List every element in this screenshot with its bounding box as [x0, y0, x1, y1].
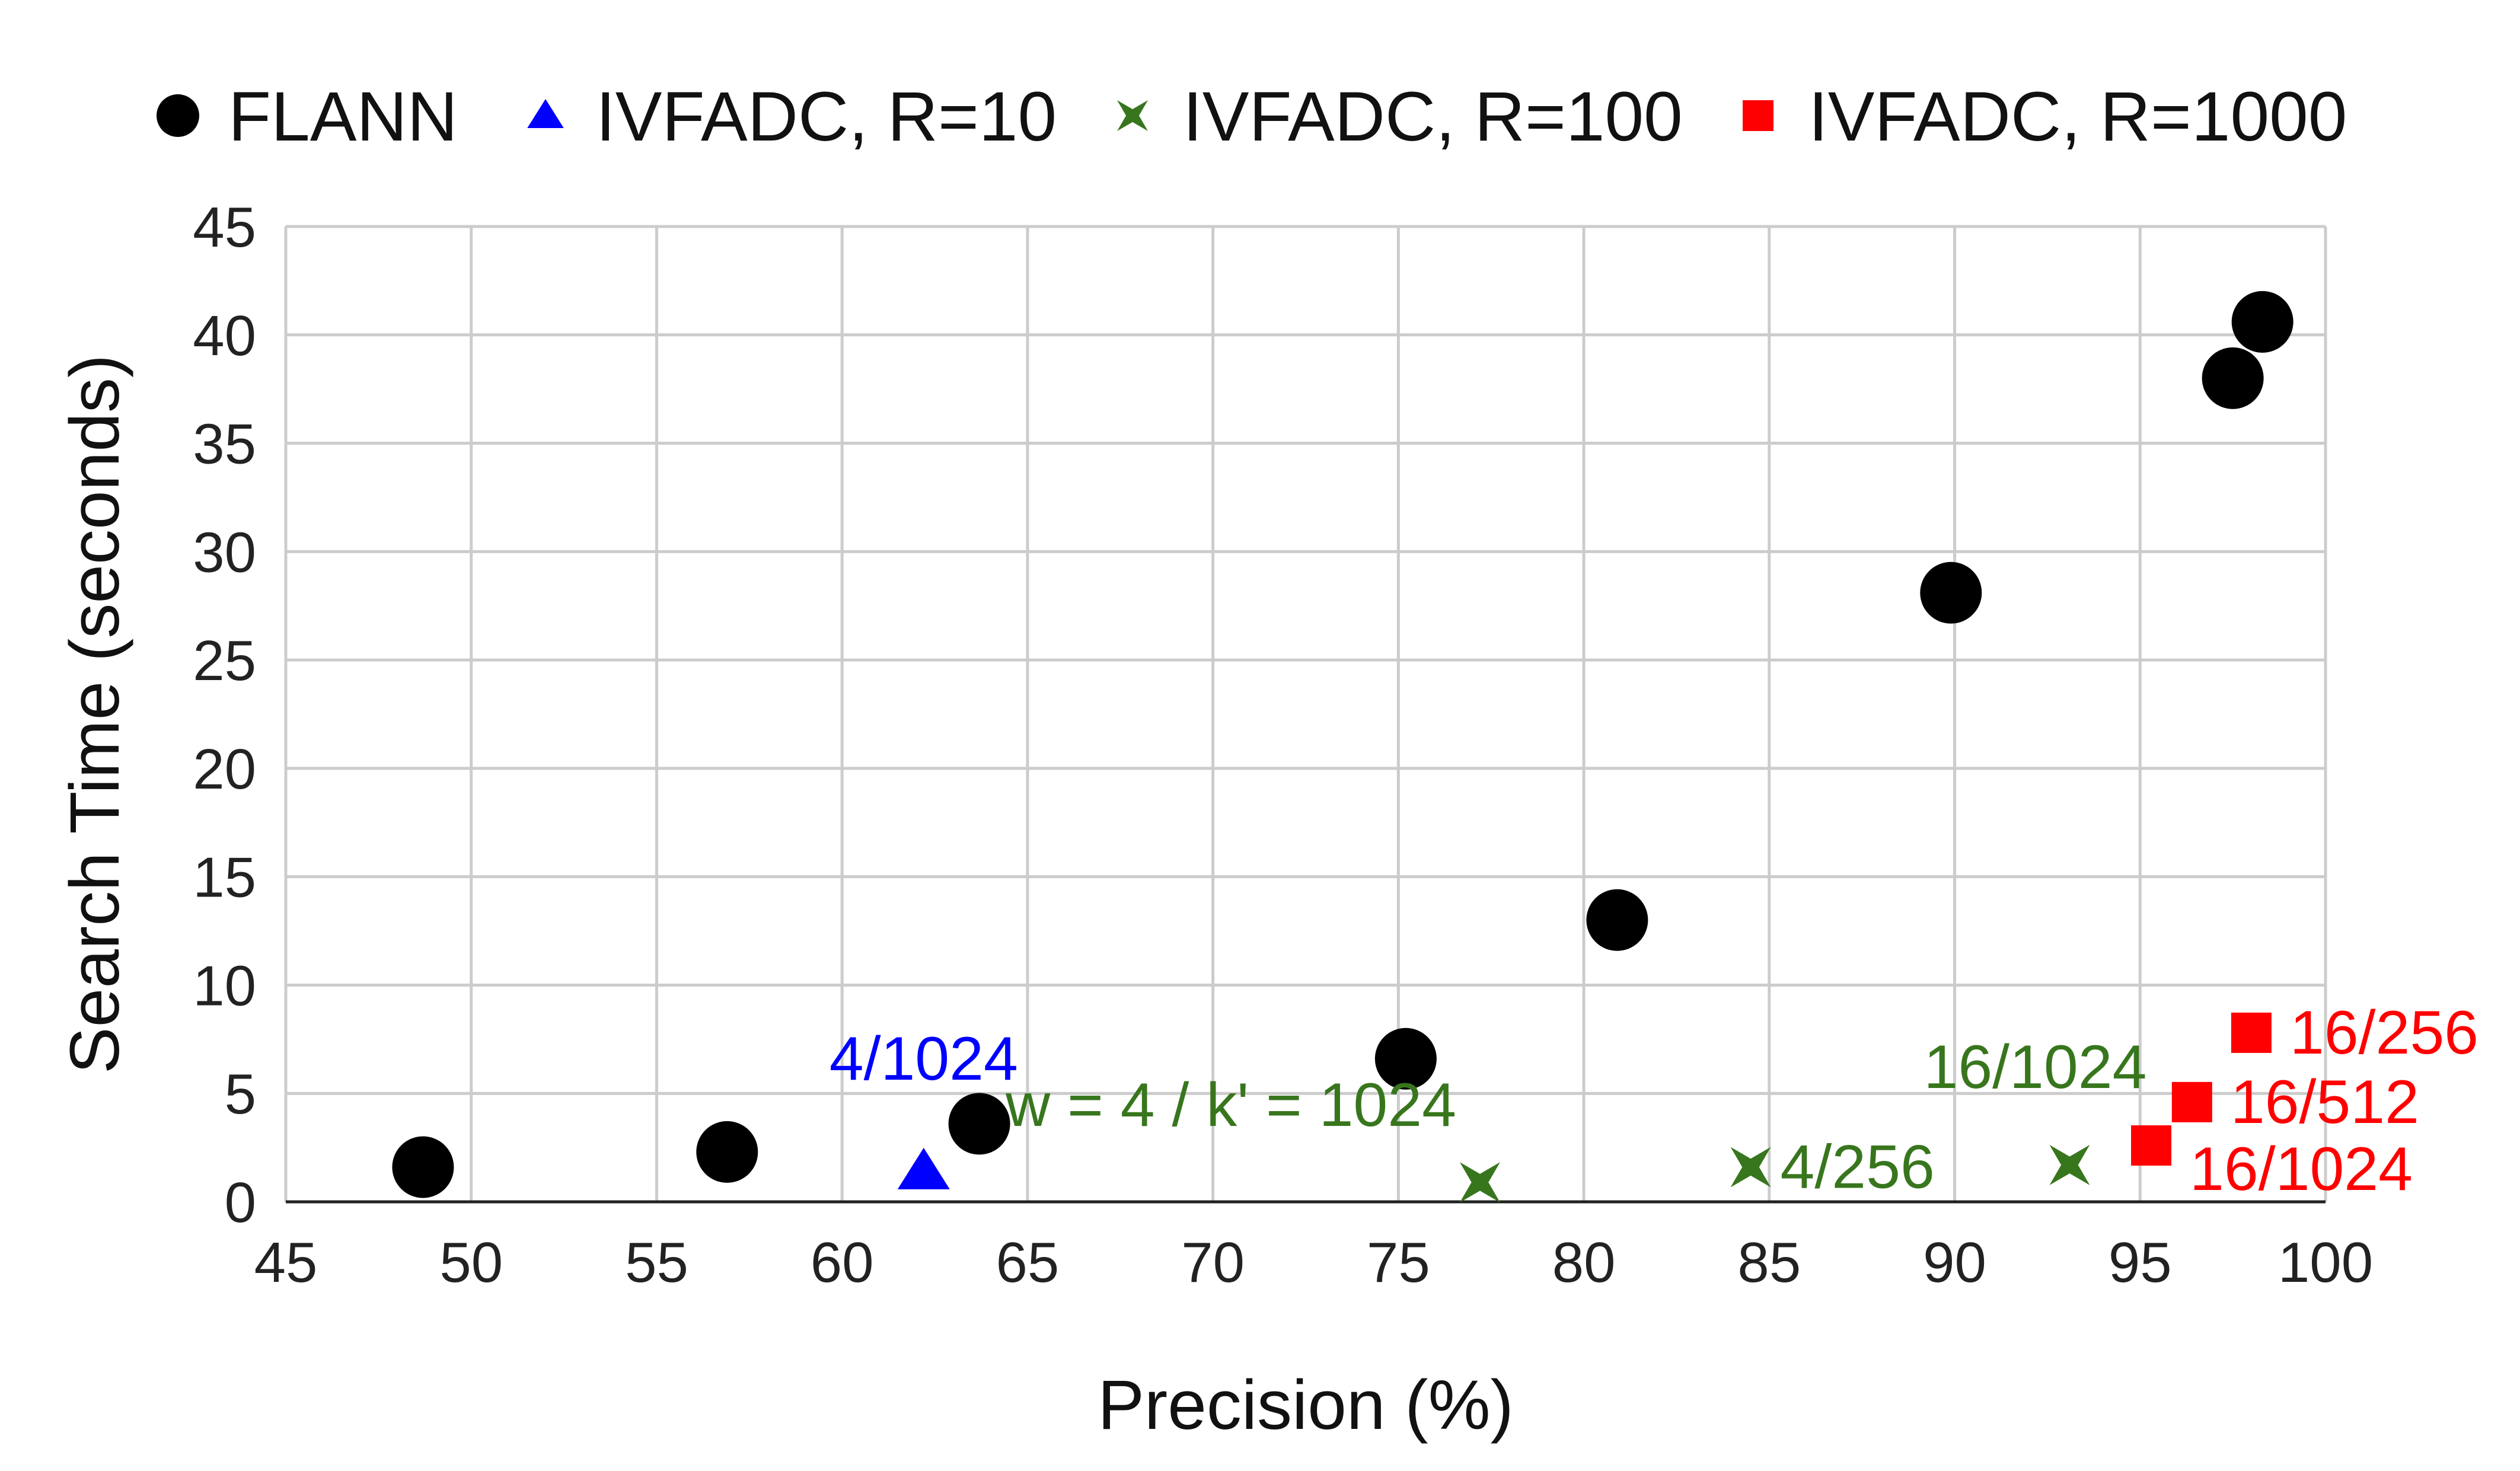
- x-tick-label: 60: [811, 1231, 874, 1294]
- annotation-ivfadc-r-1000-0: 16/1024: [2190, 1135, 2413, 1204]
- y-tick-label: 10: [193, 954, 256, 1017]
- point-ivfadc-r-1000-0: [2131, 1125, 2172, 1166]
- point-ivfadc-r-1000-2: [2231, 1012, 2272, 1053]
- data-points: [392, 291, 2293, 1203]
- y-tick-label: 20: [193, 738, 256, 801]
- y-tick-label: 15: [193, 846, 256, 910]
- y-tick-label: 30: [193, 521, 256, 584]
- point-ivfadc-r-1000-1: [2171, 1081, 2212, 1122]
- legend-marker-ivfadc-r-1000: [1743, 100, 1773, 131]
- x-tick-label: 50: [439, 1231, 503, 1294]
- series-ivfadc-r-100: [1459, 1144, 2090, 1203]
- point-ivfadc-r-100-2: [2049, 1144, 2090, 1185]
- annotation-ivfadc-r-100-1: 4/256: [1781, 1133, 1935, 1202]
- legend-item-ivfadc-r-1000: IVFADC, R=1000: [1743, 78, 2347, 156]
- point-flann-0: [392, 1136, 454, 1198]
- legend-item-ivfadc-r-100: IVFADC, R=100: [1117, 78, 1683, 156]
- point-flann-7: [2231, 291, 2293, 353]
- y-tick-labels: 0 5 10 15 20 25 30 35 40 45: [193, 196, 256, 1234]
- legend-label-ivfadc-r-1000: IVFADC, R=1000: [1808, 78, 2347, 156]
- point-flann-2: [948, 1093, 1010, 1155]
- point-ivfadc-r-10-0: [897, 1147, 950, 1189]
- legend-marker-ivfadc-r-100: [1117, 100, 1148, 131]
- y-tick-label: 25: [193, 629, 256, 693]
- legend-label-ivfadc-r-100: IVFADC, R=100: [1183, 78, 1683, 156]
- x-tick-label: 55: [625, 1231, 688, 1294]
- x-tick-labels: 45 50 55 60 65 70 75 80 85 90 95 100: [254, 1231, 2373, 1294]
- x-tick-label: 95: [2108, 1231, 2172, 1294]
- legend-label-flann: FLANN: [228, 78, 458, 156]
- y-tick-label: 5: [225, 1062, 256, 1126]
- legend-item-ivfadc-r-10: IVFADC, R=10: [527, 78, 1057, 156]
- x-tick-label: 85: [1737, 1231, 1801, 1294]
- x-tick-label: 80: [1552, 1231, 1616, 1294]
- y-tick-label: 35: [193, 413, 256, 476]
- x-axis-title: Precision (%): [1098, 1366, 1514, 1444]
- point-ivfadc-r-100-0: [1459, 1162, 1500, 1203]
- annotation-ivfadc-r-10-0: 4/1024: [830, 1025, 1018, 1093]
- point-flann-5: [1920, 561, 1982, 624]
- series-ivfadc-r-1000: [2131, 1012, 2272, 1166]
- y-tick-label: 0: [225, 1171, 256, 1234]
- legend-marker-flann: [157, 94, 199, 137]
- x-tick-label: 90: [1923, 1231, 1986, 1294]
- x-tick-label: 65: [996, 1231, 1060, 1294]
- y-tick-label: 40: [193, 304, 256, 368]
- x-tick-label: 100: [2278, 1231, 2373, 1294]
- point-flann-3: [1374, 1028, 1437, 1090]
- annotation-ivfadc-r-1000-1: 16/512: [2231, 1068, 2419, 1137]
- point-flann-6: [2202, 347, 2264, 409]
- series-ivfadc-r-10: [897, 1147, 950, 1189]
- point-flann-1: [696, 1121, 758, 1183]
- annotation-ivfadc-r-100-0: w = 4 / k' = 1024: [1005, 1071, 1456, 1140]
- y-axis-title: Search Time (seconds): [56, 355, 134, 1074]
- x-tick-label: 70: [1181, 1231, 1245, 1294]
- series-flann: [392, 291, 2293, 1198]
- chart-legend: FLANN IVFADC, R=10 IVFADC, R=100 IVFADC, R=…: [157, 78, 2347, 156]
- y-tick-label: 45: [193, 196, 256, 259]
- annotation-ivfadc-r-100-2: 16/1024: [1924, 1033, 2146, 1102]
- annotation-ivfadc-r-1000-2: 16/256: [2290, 998, 2478, 1067]
- legend-item-flann: FLANN: [157, 78, 458, 156]
- point-flann-4: [1586, 889, 1648, 951]
- legend-marker-ivfadc-r-10: [527, 99, 564, 128]
- x-tick-label: 75: [1367, 1231, 1430, 1294]
- x-tick-label: 45: [254, 1231, 318, 1294]
- legend-label-ivfadc-r-10: IVFADC, R=10: [596, 78, 1057, 156]
- gridlines: [284, 225, 2327, 1202]
- point-ivfadc-r-100-1: [1730, 1147, 1771, 1188]
